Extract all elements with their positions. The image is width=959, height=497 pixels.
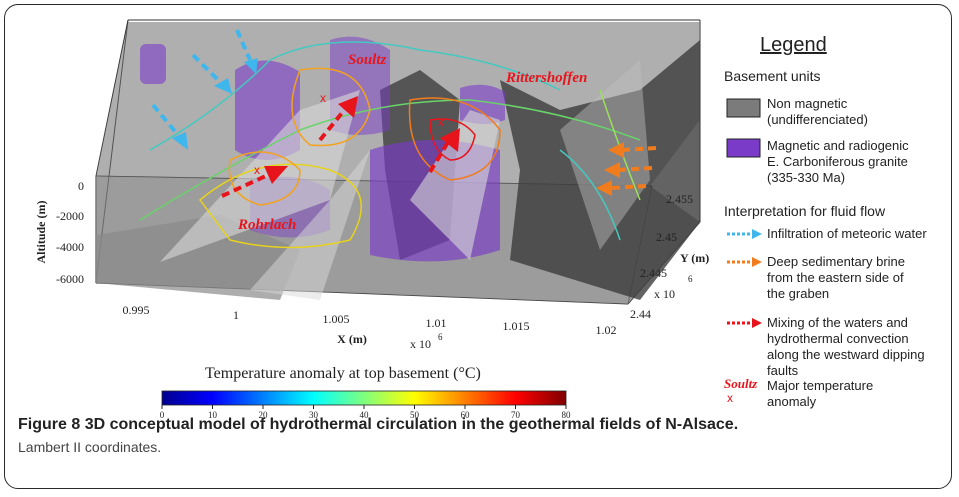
figure-caption: Figure 8 3D conceptual model of hydrothe… [18,414,938,459]
x-tick-0: 0.995 [123,303,150,317]
legend-anomaly-line2: anomaly [767,394,817,409]
legend-magnetic-line3: (335-330 Ma) [767,170,846,185]
legend-mixing: Mixing of the waters and hydrothermal co… [767,315,925,379]
mixing-arrow-rohrlach [221,166,288,198]
swatch-non-magnetic [726,98,761,118]
alt-tick-0: 0 [78,179,84,193]
infiltration-flow [151,29,258,150]
x-label: X (m) [337,332,367,346]
legend-brine-line3: the graben [767,286,830,301]
colorbar-tick-label: 30 [309,410,319,420]
alt-tick-2: -4000 [56,240,84,254]
y-axis: 2.455 2.45 Y (m) 2.445 6 x 10 2.44 [630,192,709,321]
marker-rohrlach: x [254,163,260,177]
mixing-arrow-rittershoffen [428,128,460,174]
alt-tick-1: -2000 [56,209,84,223]
colorbar-tick-label: 50 [410,410,420,420]
colorbar-tick-label: 60 [461,410,471,420]
figure-label: Figure 8 [18,416,81,433]
colorbar: 0 10 20 30 40 50 60 70 80 [160,390,571,420]
legend-swatches: Soultz x [724,98,762,405]
colorbar-title: Temperature anomaly at top basement (°C) [205,365,481,382]
y-exponent: 6 [688,274,693,284]
y-label: Y (m) [680,251,709,265]
label-rohrlach: Rohrlach [237,217,296,233]
y-multiplier: x 10 [654,287,675,301]
legend-magnetic-line2: E. Carboniferous granite [767,154,908,169]
legend-mixing-line2: hydrothermal convection [767,331,909,346]
colorbar-gradient [161,390,567,406]
y-tick-1: 2.45 [656,230,677,244]
altitude-axis: 0 -2000 -4000 -6000 Altitude (m) [34,179,84,286]
y-tick-0: 2.455 [666,192,693,206]
swatch-magnetic [726,138,761,158]
legend-title: Legend [760,34,827,56]
legend-brine: Deep sedimentary brine from the eastern … [767,254,905,302]
swatch-mixing [727,318,762,328]
brine-arrow-1 [608,142,657,158]
legend-anomaly-name: Soultz [724,376,758,391]
brine-flow [596,142,657,196]
alt-tick-3: -6000 [56,272,84,286]
legend-brine-line2: from the eastern side of [767,270,904,285]
altitude-label: Altitude (m) [34,201,48,264]
x-tick-1: 1 [233,308,239,322]
brine-arrow-3 [596,180,647,196]
figure-subtitle: Lambert II coordinates. [18,439,162,455]
x-axis: 0.995 1 1.005 1.01 1.015 1.02 X (m) x 10… [123,303,617,351]
colorbar-tick-label: 40 [360,410,370,420]
infiltration-arrow-c [151,103,188,150]
x-multiplier: x 10 [410,337,431,351]
marker-soultz: x [320,91,326,105]
legend-magnetic-line1: Magnetic and radiogenic [767,138,909,153]
legend-magnetic: Magnetic and radiogenic E. Carboniferous… [767,138,909,186]
colorbar-tick-label: 0 [160,410,165,420]
infiltration-arrow-a [235,29,258,74]
legend-infiltration: Infiltration of meteoric water [767,226,927,241]
legend-mixing-line1: Mixing of the waters and [767,315,908,330]
x-tick-3: 1.01 [426,316,447,330]
legend-non-magnetic-line1: Non magnetic [767,96,848,111]
legend-anomaly: Major temperature anomaly [767,378,873,410]
figure-frame [4,4,952,489]
legend-anomaly-marker: x [727,391,733,405]
legend-mixing-line4: faults [767,363,799,378]
figure-title: 3D conceptual model of hydrothermal circ… [84,416,739,433]
colorbar-tick-label: 20 [259,410,269,420]
mixing-arrow-soultz [318,96,358,142]
legend-brine-line1: Deep sedimentary brine [767,254,906,269]
swatch-brine [727,257,762,267]
label-soultz: Soultz [348,52,387,68]
x-tick-5: 1.02 [596,323,617,337]
colorbar-ticks: 0 10 20 30 40 50 60 70 80 [160,405,571,420]
y-tick-2: 2.445 [640,266,667,280]
colorbar-tick-label: 80 [562,410,572,420]
infiltration-arrow-b [191,53,232,94]
legend-fluid-heading: Interpretation for fluid flow [724,203,886,219]
mixing-flow [221,96,460,198]
legend-mixing-line3: along the westward dipping [767,347,925,362]
colorbar-tick-label: 70 [511,410,521,420]
legend-basement-heading: Basement units [724,68,821,84]
x-tick-4: 1.015 [503,319,530,333]
legend-non-magnetic: Non magnetic (undifferenciated) [767,96,868,128]
x-tick-2: 1.005 [323,312,350,326]
marker-rittershoffen: x [438,115,444,129]
brine-arrow-2 [604,162,653,178]
x-exponent: 6 [438,332,443,342]
legend-anomaly-line1: Major temperature [767,378,874,393]
swatch-infiltration [727,229,762,239]
fault-planes [160,60,650,300]
label-rittershoffen: Rittershoffen [505,70,587,86]
y-tick-3: 2.44 [630,307,651,321]
legend-non-magnetic-line2: (undifferenciated) [767,112,868,127]
colorbar-tick-label: 10 [208,410,218,420]
